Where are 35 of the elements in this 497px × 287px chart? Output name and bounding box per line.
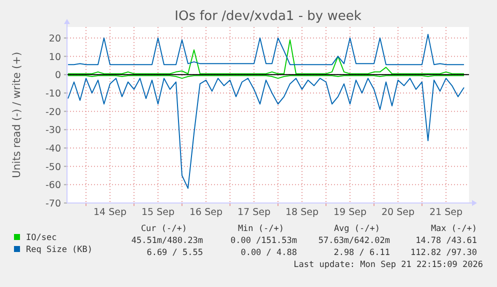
y-tick-label: -50	[45, 162, 61, 173]
y-tick-label: -10	[45, 88, 61, 100]
x-tick-label: 15 Sep	[141, 207, 175, 218]
y-tick-label: -20	[45, 106, 61, 118]
text: Cur (-/+)	[140, 224, 187, 234]
text: Min (-/+)	[238, 224, 284, 234]
legend-label: Req Size (KB)	[26, 245, 93, 255]
text: Max (-/+)	[430, 224, 477, 234]
text: Last update: Mon Sep 21 22:15:09 2026	[294, 260, 483, 270]
y-tick-label: 0	[54, 70, 61, 82]
text: 14.78 /43.61	[416, 236, 477, 246]
text: 6.69 / 5.55	[146, 248, 203, 258]
text: 45.51m/480.23m	[131, 236, 203, 246]
y-tick-label: -70	[45, 198, 61, 210]
x-tick-label: 18 Sep	[285, 207, 319, 218]
y-tick-label: -40	[45, 144, 61, 154]
text: 112.82 /97.30	[410, 248, 477, 258]
y-tick-label: 20	[48, 34, 61, 44]
text: Avg (-/+)	[334, 224, 380, 234]
chart-title: IOs for /dev/xvda1 - by week	[174, 9, 362, 24]
text: 2.98 / 6.11	[334, 248, 390, 258]
y-tick-label: 10	[48, 52, 61, 63]
y-tick-label: -60	[45, 180, 61, 192]
y-tick-label: -30	[45, 125, 61, 136]
x-tick-label: 20 Sep	[381, 207, 415, 218]
y-axis-title: Units read (-) / write (+)	[11, 52, 23, 178]
x-tick-label: 17 Sep	[237, 207, 271, 218]
text: 0.00 /151.53m	[230, 236, 297, 246]
legend-label: IO/sec	[26, 233, 57, 243]
x-tick-label: 19 Sep	[333, 207, 367, 218]
x-tick-label: 21 Sep	[429, 207, 463, 218]
x-tick-label: 14 Sep	[93, 207, 127, 218]
text: 57.63m/642.02m	[318, 236, 390, 246]
text: 0.00 / 4.88	[240, 248, 297, 258]
x-tick-label: 16 Sep	[189, 207, 223, 218]
